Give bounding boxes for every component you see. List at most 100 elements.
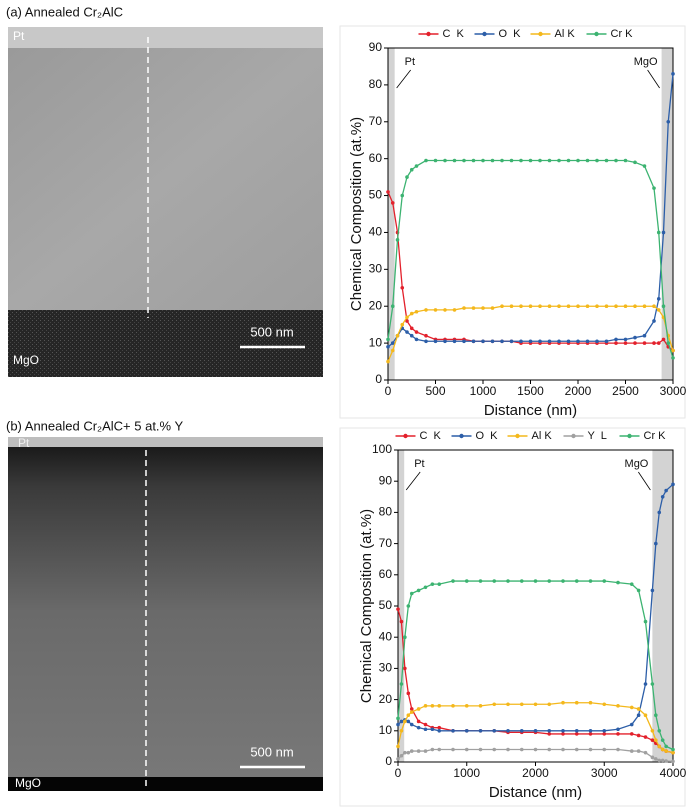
annotation-arrow xyxy=(396,69,411,89)
data-point xyxy=(574,747,579,752)
data-point xyxy=(409,326,414,331)
data-point xyxy=(433,339,438,344)
plot-border xyxy=(397,449,674,763)
data-point xyxy=(464,704,469,708)
data-point xyxy=(390,348,395,353)
data-point xyxy=(478,704,483,708)
data-point xyxy=(403,666,407,671)
data-point xyxy=(409,710,414,714)
data-point xyxy=(656,308,661,312)
y-tick-label: 0 xyxy=(375,372,382,386)
data-point xyxy=(406,604,411,608)
data-point xyxy=(614,158,618,163)
data-point xyxy=(437,582,442,586)
data-point xyxy=(519,729,524,733)
data-point xyxy=(561,729,565,733)
data-point xyxy=(671,72,675,76)
x-tick-label: 0 xyxy=(385,384,392,398)
data-point xyxy=(574,700,579,705)
annotation-arrow xyxy=(647,69,660,89)
data-point xyxy=(423,704,428,708)
x-tick-label: 1000 xyxy=(470,384,497,398)
data-point xyxy=(650,738,655,742)
data-point xyxy=(390,304,395,309)
data-point xyxy=(533,702,538,707)
data-point xyxy=(403,750,407,755)
data-point xyxy=(557,304,561,309)
data-point xyxy=(478,729,483,733)
data-point xyxy=(636,707,641,711)
data-point xyxy=(462,306,466,310)
data-point xyxy=(452,158,457,163)
data-point xyxy=(519,579,524,583)
data-point xyxy=(652,186,656,190)
data-point xyxy=(623,304,628,309)
data-point xyxy=(629,722,634,727)
data-point xyxy=(400,285,405,290)
data-point xyxy=(642,341,647,345)
data-point xyxy=(396,722,400,727)
data-point xyxy=(595,304,599,309)
data-point xyxy=(629,705,634,710)
data-point xyxy=(403,719,407,724)
data-point xyxy=(636,588,641,593)
data-point xyxy=(664,759,668,763)
region-label: Pt xyxy=(414,458,424,470)
data-point xyxy=(636,733,641,738)
pt-layer xyxy=(8,27,323,49)
data-point xyxy=(506,702,510,707)
data-point xyxy=(650,682,655,686)
data-point xyxy=(616,580,620,585)
data-point xyxy=(481,158,485,163)
data-point xyxy=(437,747,442,752)
data-point xyxy=(399,753,404,758)
data-point xyxy=(661,337,666,342)
data-point xyxy=(561,579,565,583)
data-point xyxy=(547,579,552,583)
x-tick-label: 2000 xyxy=(522,766,549,780)
data-point xyxy=(423,727,428,732)
data-point xyxy=(623,337,628,342)
data-point xyxy=(557,339,561,344)
data-point xyxy=(423,585,428,590)
data-point xyxy=(654,541,658,546)
data-point xyxy=(406,713,411,717)
data-point xyxy=(433,308,438,312)
data-point xyxy=(423,722,428,727)
data-point xyxy=(409,591,414,596)
data-point xyxy=(574,732,579,736)
data-point xyxy=(566,339,571,344)
data-point xyxy=(671,750,675,755)
legend-label: C K xyxy=(420,430,442,442)
data-point xyxy=(657,758,662,763)
y-tick-label: 40 xyxy=(369,225,383,239)
micrograph-b: (b) Annealed Cr₂AlC+ 5 at.% Y Pt MgO 500… xyxy=(6,418,323,791)
data-point xyxy=(588,729,593,733)
data-point xyxy=(509,304,514,309)
y-tick-label: 40 xyxy=(379,629,393,643)
annotation-arrow xyxy=(405,471,421,491)
x-tick-label: 1000 xyxy=(453,766,480,780)
data-point xyxy=(633,304,637,309)
data-point xyxy=(561,700,565,705)
data-point xyxy=(452,308,457,312)
data-point xyxy=(519,747,524,752)
data-point xyxy=(585,339,590,344)
data-point xyxy=(661,304,666,309)
data-point xyxy=(409,707,414,711)
data-point xyxy=(664,749,668,753)
legend-label: Cr K xyxy=(644,430,667,442)
data-point xyxy=(604,158,609,163)
data-point xyxy=(528,304,533,309)
image-title: (b) Annealed Cr₂AlC+ 5 at.% Y xyxy=(6,418,183,433)
legend-marker xyxy=(594,31,599,37)
layer-label: MgO xyxy=(13,353,39,367)
chart-frame xyxy=(339,25,686,419)
data-point xyxy=(650,729,655,733)
data-point xyxy=(414,164,419,168)
data-point xyxy=(629,582,634,586)
data-point xyxy=(519,304,523,309)
data-point xyxy=(643,713,648,717)
data-point xyxy=(538,339,542,344)
data-point xyxy=(614,341,618,345)
